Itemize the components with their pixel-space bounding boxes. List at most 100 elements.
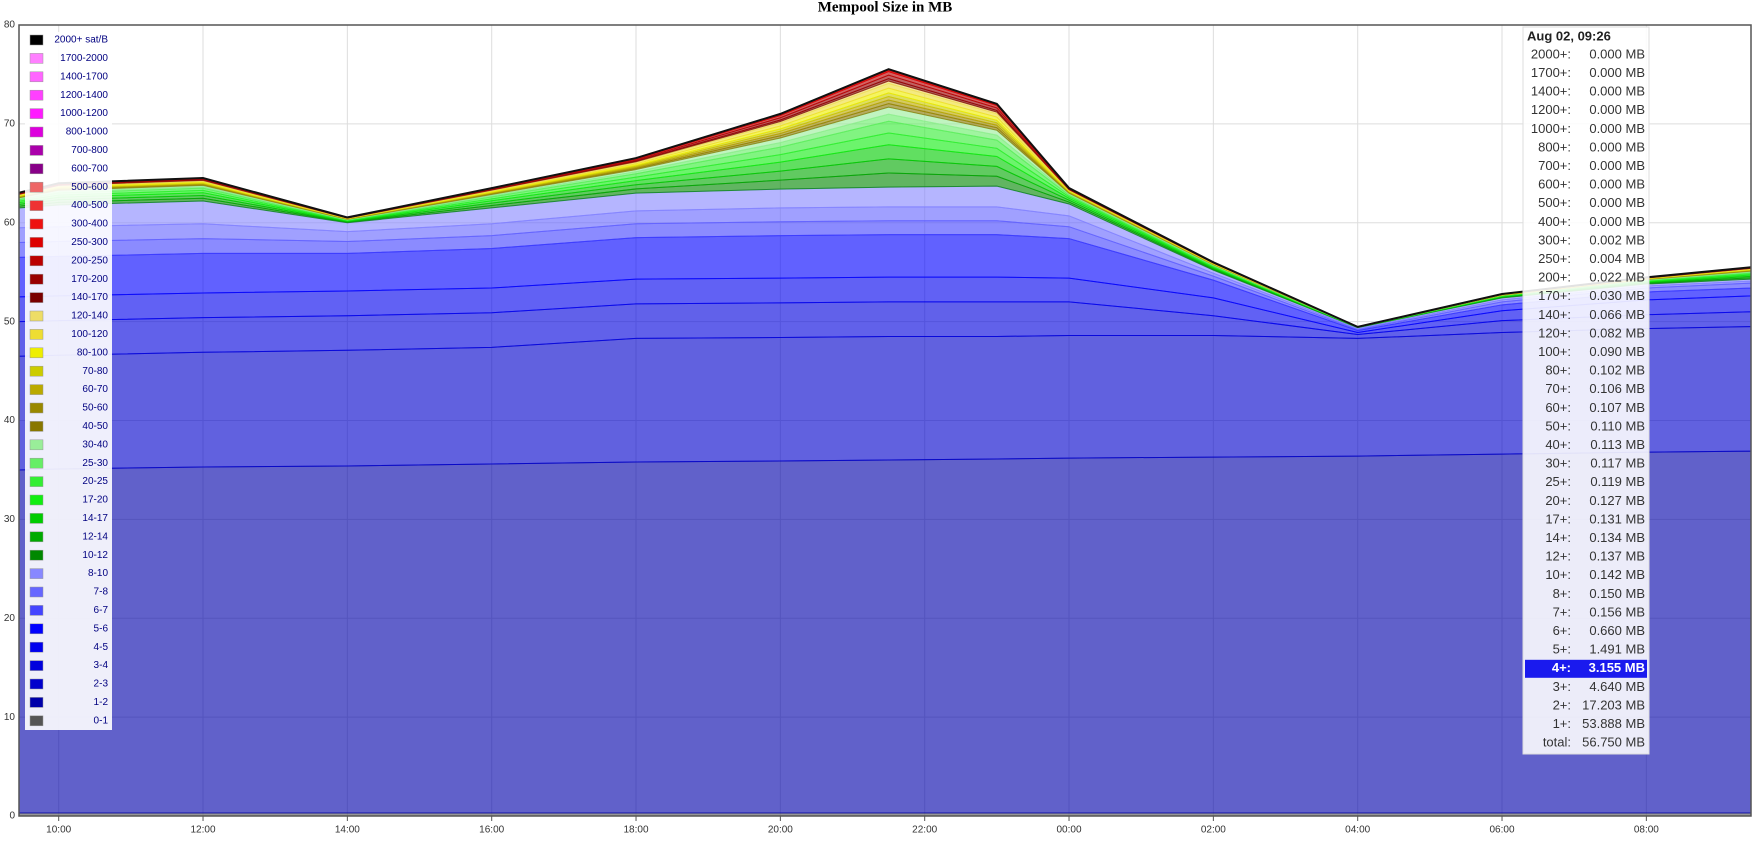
legend-label: 120-140 (71, 311, 108, 322)
tooltip-label: 400+: (1538, 214, 1571, 229)
tooltip-value: 0.000 MB (1589, 158, 1645, 173)
legend-swatch (29, 292, 44, 303)
legend-swatch (29, 549, 44, 561)
legend-label: 25-30 (82, 458, 108, 469)
legend-swatch (29, 237, 44, 248)
legend-swatch (29, 402, 44, 414)
tooltip-label: 2000+: (1531, 46, 1571, 61)
x-tick-label: 00:00 (1057, 825, 1082, 836)
tooltip-value: 0.022 MB (1589, 270, 1645, 285)
legend: 2000+ sat/B 1700-2000 1400-1700 1200-1400 10… (29, 35, 109, 727)
legend-swatch (29, 384, 44, 395)
tooltip-value: 0.110 MB (1590, 418, 1645, 433)
legend-label: 7-8 (94, 587, 109, 598)
legend-label: 70-80 (82, 366, 108, 377)
legend-swatch (29, 697, 44, 708)
legend-swatch (29, 181, 44, 193)
y-tick-label: 50 (4, 316, 16, 327)
tooltip-value: 0.102 MB (1589, 363, 1645, 378)
tooltip-label: 60+: (1545, 400, 1571, 415)
tooltip-value: 0.000 MB (1589, 177, 1645, 192)
tooltip-value: 0.066 MB (1589, 307, 1645, 322)
tooltip-value: 0.127 MB (1589, 493, 1645, 508)
tooltip-label: 4+: (1552, 660, 1571, 675)
legend-swatch (29, 513, 44, 524)
tooltip-value: 0.004 MB (1589, 251, 1645, 266)
legend-swatch (29, 329, 44, 340)
x-tick-label: 16:00 (479, 825, 504, 836)
tooltip-value: 0.119 MB (1590, 474, 1645, 489)
legend-swatch (29, 200, 44, 211)
legend-label: 2-3 (94, 679, 109, 690)
legend-label: 1200-1400 (60, 90, 108, 101)
y-tick-label: 80 (4, 20, 16, 31)
tooltip-value: 0.137 MB (1589, 549, 1645, 564)
legend-label: 20-25 (82, 476, 108, 487)
legend-label: 17-20 (82, 495, 108, 506)
tooltip-label: 17+: (1545, 511, 1571, 526)
tooltip-value: 3.155 MB (1589, 660, 1645, 675)
tooltip-label: 70+: (1545, 381, 1571, 396)
tooltip-label: 120+: (1538, 325, 1571, 340)
tooltip-title: Aug 02, 09:26 (1527, 28, 1611, 43)
legend-label: 700-800 (71, 145, 108, 156)
area (18, 450, 1752, 814)
legend-label: 4-5 (94, 642, 109, 653)
tooltip-label: 12+: (1545, 549, 1571, 564)
total-line (18, 68, 1752, 328)
tooltip-value: 0.002 MB (1589, 232, 1645, 247)
y-tick-label: 70 (4, 119, 16, 130)
tooltip-value: 17.203 MB (1582, 697, 1645, 712)
legend-label: 500-600 (71, 182, 108, 193)
legend-swatch (29, 623, 44, 635)
legend-swatch (29, 218, 44, 230)
y-tick-label: 10 (4, 712, 16, 723)
tooltip-value: 0.134 MB (1589, 530, 1645, 545)
x-tick-label: 22:00 (912, 825, 937, 836)
tooltip-value: 0.000 MB (1589, 46, 1645, 61)
legend-swatch (29, 439, 44, 451)
legend-label: 40-50 (82, 421, 108, 432)
legend-swatch (29, 108, 44, 119)
legend-label: 6-7 (94, 605, 109, 616)
x-tick-label: 10:00 (46, 825, 71, 836)
legend-swatch (29, 145, 44, 156)
legend-label: 12-14 (82, 531, 108, 542)
tooltip-label: 3+: (1553, 679, 1571, 694)
tooltip-label: 6+: (1553, 623, 1571, 638)
tooltip-label: 40+: (1545, 437, 1571, 452)
legend-label: 3-4 (94, 660, 109, 671)
tooltip-label: 200+: (1538, 270, 1571, 285)
legend-label: 1700-2000 (60, 53, 108, 64)
legend-swatch (29, 715, 44, 727)
tooltip-value: 0.000 MB (1589, 121, 1645, 136)
tooltip-label: 800+: (1538, 139, 1571, 154)
legend-label: 14-17 (82, 513, 108, 524)
tooltip-value: 0.082 MB (1589, 325, 1645, 340)
legend-swatch (29, 421, 44, 432)
legend-swatch (29, 641, 44, 653)
legend-label: 8-10 (88, 568, 108, 579)
tooltip-value: 0.107 MB (1589, 400, 1645, 415)
tooltip-value: 0.131 MB (1589, 511, 1645, 526)
tooltip-label: 7+: (1553, 604, 1571, 619)
tooltip-label: 600+: (1538, 177, 1571, 192)
x-tick-label: 20:00 (768, 825, 793, 836)
y-tick-label: 0 (9, 811, 15, 822)
tooltip-value: 0.660 MB (1589, 623, 1645, 638)
legend-swatch (29, 163, 44, 175)
legend-swatch (29, 494, 44, 506)
tooltip-value: 0.000 MB (1589, 195, 1645, 210)
tooltip-label: 1+: (1553, 716, 1571, 731)
legend-label: 5-6 (94, 623, 109, 634)
tooltip-value: 0.000 MB (1589, 139, 1645, 154)
legend-swatch (29, 605, 44, 616)
tooltip-label: 100+: (1538, 344, 1571, 359)
tooltip-value: 0.090 MB (1589, 344, 1645, 359)
tooltip-value: 0.117 MB (1590, 456, 1645, 471)
tooltip-label: 1000+: (1531, 121, 1571, 136)
legend-label: 60-70 (82, 384, 108, 395)
legend-swatch (29, 457, 44, 469)
y-tick-label: 20 (4, 613, 16, 624)
axes: 0 10 20 30 40 50 60 70 80 10:00 12:00 14:00 16:00 18:… (4, 20, 1659, 836)
